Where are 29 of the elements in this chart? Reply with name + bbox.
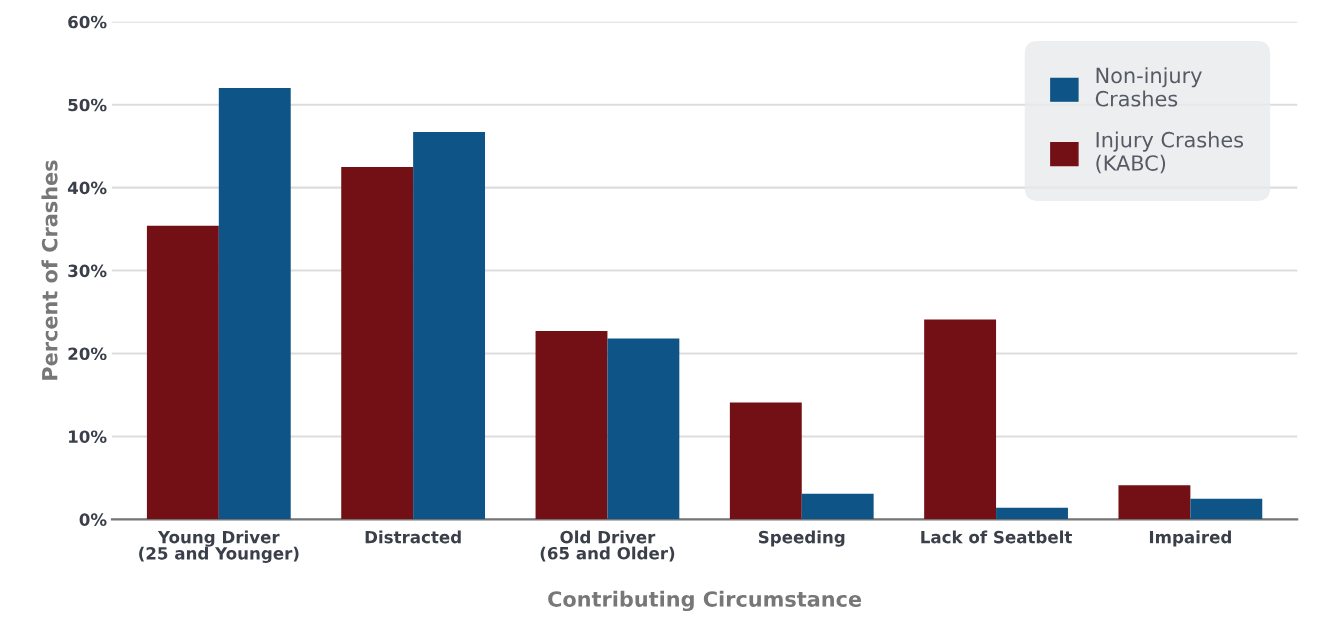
y-tick-label: 60%: [68, 15, 107, 29]
x-axis-title: Contributing Circumstance: [548, 590, 862, 612]
x-tick-label: Young Driver (25 and Younger): [139, 530, 299, 563]
bar: [607, 338, 680, 520]
bar: [535, 331, 608, 520]
bar: [801, 493, 874, 520]
bar: [924, 319, 997, 520]
x-tick-label: Impaired: [1149, 530, 1231, 547]
bar: [218, 88, 291, 520]
bar: [1118, 485, 1191, 520]
bar: [341, 166, 414, 520]
legend-label: Injury Crashes (KABC): [1096, 131, 1244, 174]
y-axis-title: Percent of Crashes: [41, 160, 58, 380]
x-tick-label: Lack of Seatbelt: [921, 530, 1072, 544]
y-tick-label: 40%: [67, 181, 107, 195]
bar: [1190, 498, 1263, 520]
legend-label: Non-injury Crashes: [1095, 67, 1202, 107]
y-tick-label: 50%: [68, 98, 107, 112]
x-tick-label: Speeding: [758, 530, 845, 547]
bar: [413, 132, 486, 520]
y-tick-label: 20%: [68, 347, 107, 361]
bar: [996, 507, 1068, 520]
y-tick-label: 10%: [69, 430, 107, 444]
x-tick-label: Old Driver (65 and Older): [540, 530, 675, 562]
y-tick-label: 0%: [79, 513, 107, 526]
x-tick-label: Distracted: [365, 530, 461, 544]
bar: [146, 225, 219, 520]
bar: [729, 402, 802, 520]
y-tick-label: 30%: [68, 264, 107, 278]
